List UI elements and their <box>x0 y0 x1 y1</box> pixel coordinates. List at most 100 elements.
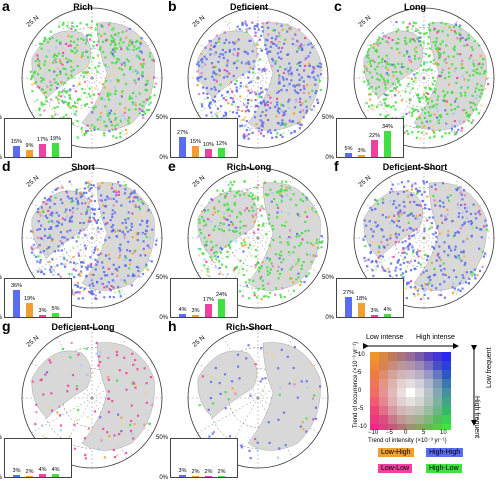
bar-low-low <box>371 140 378 157</box>
y-tick-top: 50% <box>0 275 2 281</box>
bar-high-low <box>384 131 391 157</box>
bar-high-high <box>179 314 186 317</box>
bar-high-low <box>52 142 59 157</box>
y-tick-bottom: 0% <box>325 315 334 321</box>
panel-title: Rich-Long <box>226 162 272 172</box>
y-tick-bottom: 0% <box>159 155 168 161</box>
panel-letter: b <box>168 0 177 14</box>
legend-x-tick: −10 <box>368 430 379 436</box>
legend-low-intense: Low intense <box>366 334 404 341</box>
bar-low-low <box>39 144 46 157</box>
bar-high-low <box>218 147 225 157</box>
y-tick-bottom: 0% <box>159 475 168 481</box>
bar-high-high <box>13 289 20 317</box>
panel-title: Deficient-Long <box>51 322 115 332</box>
panel-title: Deficient-Short <box>382 162 448 172</box>
panel-b: b Deficient 25 N 50% 0% 27% 15% 10% 12% <box>156 0 332 161</box>
bar-chart-inset: 50% 0% 27% 18% 3% 4% <box>322 275 404 321</box>
legend-graphic <box>363 343 477 430</box>
legend-high-intense: High intense <box>416 334 455 341</box>
y-tick-bottom: 0% <box>0 315 2 321</box>
bar-low-high <box>26 302 33 317</box>
bar-value-label: 10% <box>202 142 215 149</box>
bar-low-low <box>205 304 212 317</box>
bar-low-high <box>358 154 365 157</box>
bar-high-high <box>345 296 352 317</box>
panel-letter: g <box>2 318 11 334</box>
bar-low-high <box>192 475 199 477</box>
polar-map <box>353 7 495 149</box>
bar-chart-inset: 50% 0% 5% 3% 22% 34% <box>322 115 404 161</box>
y-tick-top: 50% <box>321 115 334 121</box>
y-tick-top: 50% <box>0 115 2 121</box>
bar-value-label: 2% <box>25 468 34 475</box>
legend-y-tick: -10 <box>358 424 367 430</box>
panel-letter: f <box>334 158 339 174</box>
bar-high-low <box>384 314 391 317</box>
bar-value-label: 4% <box>51 467 60 473</box>
y-tick-top: 50% <box>155 275 168 281</box>
legend-color-grid <box>370 352 451 430</box>
legend-y-tick: -5 <box>358 406 364 412</box>
bar-value-label: 19% <box>49 135 62 142</box>
bar-value-label: 4% <box>383 307 392 313</box>
bar-chart-inset: 50% 0% 27% 15% 10% 12% <box>156 115 238 161</box>
panel-letter: e <box>168 158 176 174</box>
bar-high-high <box>345 153 352 157</box>
bar-value-label: 3% <box>38 307 47 314</box>
bar-low-low <box>205 149 212 157</box>
bar-value-label: 4% <box>38 467 47 473</box>
polar-map <box>353 167 495 309</box>
polar-map <box>187 7 329 149</box>
y-tick-bottom: 0% <box>159 315 168 321</box>
bar-chart-inset: 50% 0% 15%9%17%19% <box>0 115 72 161</box>
polar-map <box>21 7 163 149</box>
bar-value-label: 2% <box>191 468 200 475</box>
legend-x-label: Trend of intensity (×10⁻³ yr⁻¹) <box>368 438 447 444</box>
polar-map <box>21 327 163 469</box>
bar-value-label: 2% <box>217 468 226 475</box>
bar-value-label: 27% <box>342 289 355 296</box>
polar-map <box>187 327 329 469</box>
bar-value-label: 22% <box>368 133 381 140</box>
polar-map <box>187 167 329 309</box>
bar-value-label: 3% <box>12 467 21 474</box>
bar-value-label: 3% <box>370 307 379 314</box>
legend-x-tick: 10 <box>440 430 447 436</box>
bar-value-label: 18% <box>355 296 368 303</box>
bar-high-high <box>179 474 186 477</box>
panel-e: e Rich-Long 25 N 50% 0% 4% 3% 17% 24% <box>156 158 332 321</box>
panel-title: Short <box>71 162 95 172</box>
bar-value-label: 15% <box>10 138 23 145</box>
panel-c: c Long 25 N 50% 0% 5% 3% 22% 34% <box>322 0 498 161</box>
bar-high-low <box>218 475 225 477</box>
bar-low-low <box>39 314 46 317</box>
legend-chip-low-low: Low-Low <box>378 464 413 473</box>
bar-low-low <box>205 475 212 477</box>
y-tick-top: 50% <box>155 435 168 441</box>
bar-low-high <box>192 145 199 157</box>
bar-high-high <box>13 474 20 477</box>
bar-low-high <box>358 303 365 317</box>
bar-chart-inset: 50% 0% 3% 2% 2% 2% <box>156 435 238 481</box>
bar-low-high <box>26 150 33 157</box>
y-tick-bottom: 0% <box>0 475 2 481</box>
bar-low-low <box>371 314 378 317</box>
bar-value-label: 5% <box>344 146 353 153</box>
bar-high-low <box>52 474 59 477</box>
panel-letter: h <box>168 318 177 334</box>
bar-value-label: 15% <box>189 138 202 145</box>
legend-y-tick: 0 <box>358 388 362 394</box>
bar-value-label: 36% <box>10 282 23 289</box>
bar-low-low <box>39 474 46 477</box>
bar-value-label: 24% <box>215 291 228 298</box>
panel-letter: d <box>2 158 11 174</box>
bar-low-high <box>26 475 33 477</box>
bar-high-high <box>179 136 186 157</box>
bar-value-label: 4% <box>178 307 187 313</box>
panel-f: f Deficient-Short 25 N 50% 0% 27% 18% 3% 4% <box>322 158 498 321</box>
bar-value-label: 5% <box>51 306 60 313</box>
bar-value-label: 3% <box>357 147 366 154</box>
